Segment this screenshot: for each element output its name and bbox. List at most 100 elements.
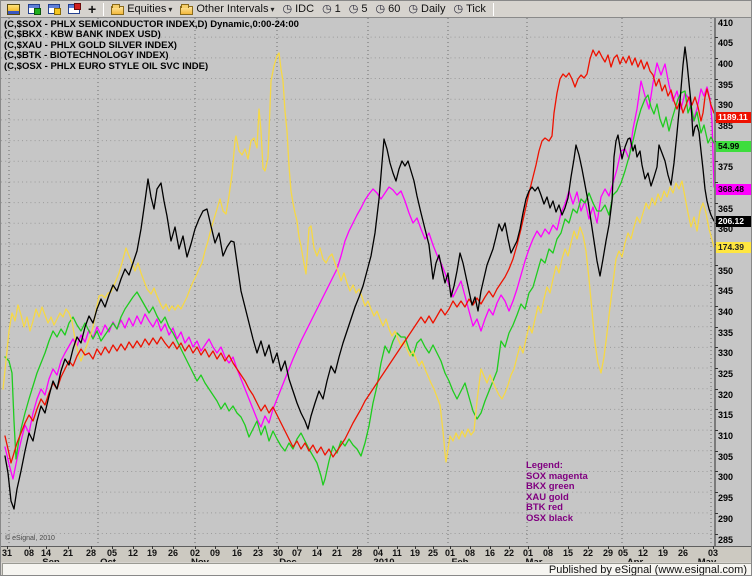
toolbar-button-interval-daily[interactable]: ◷ Daily (404, 2, 449, 17)
toolbar-button-other-intervals[interactable]: Other Intervals ▾ (176, 2, 278, 17)
time-axis-label: 22 (503, 548, 515, 558)
toolbar-button-interval-60[interactable]: ◷ 60 (372, 2, 405, 17)
time-axis-label: 25 (427, 548, 439, 558)
time-axis-tick (378, 546, 379, 549)
plot-background (1, 18, 715, 546)
time-axis-label: 04 (372, 548, 384, 558)
toolbar-label: IDC (295, 3, 315, 15)
price-axis-label: 290 (718, 513, 734, 524)
time-axis-label: 15 (562, 548, 574, 558)
chevron-down-icon: ▾ (270, 4, 275, 14)
legend-item: BKX green (526, 481, 575, 493)
toolbar-button-interval-tick[interactable]: ◷ Tick (449, 2, 489, 17)
time-axis-label: 01 (522, 548, 534, 558)
time-axis-tick (7, 546, 8, 549)
price-axis-label: 330 (718, 348, 734, 359)
time-axis-tick (643, 546, 644, 549)
time-axis-tick (568, 546, 569, 549)
symbol-row[interactable]: (C,$XAU - PHLX GOLD SILVER INDEX) (4, 39, 177, 51)
time-axis-tick (490, 546, 491, 549)
time-axis-tick (195, 546, 196, 549)
last-price-badge-sox: 368.48 (716, 184, 751, 195)
time-axis-tick (683, 546, 684, 549)
price-axis-tick (715, 264, 718, 266)
plot-area[interactable] (1, 1, 715, 546)
time-axis-tick (397, 546, 398, 549)
price-axis-label: 310 (718, 431, 734, 442)
time-axis-label: 05 (617, 548, 629, 558)
price-axis-tick (715, 347, 718, 349)
time-axis-label: 14 (311, 548, 323, 558)
time-axis-label: 29 (602, 548, 614, 558)
toolbar-button-equities[interactable]: Equities ▾ (107, 2, 176, 17)
price-axis-tick (715, 471, 718, 473)
toolbar-label: Equities (127, 3, 167, 15)
toolbar-separator (103, 2, 105, 16)
time-axis-tick (46, 546, 47, 549)
time-axis-tick (297, 546, 298, 549)
symbol-row[interactable]: (C,$OSX - PHLX EURO STYLE OIL SVC INDE) (4, 60, 209, 72)
symbol-row[interactable]: (C,$BKX - KBW BANK INDEX USD) (4, 29, 161, 41)
price-axis-tick (715, 285, 718, 287)
time-axis-tick (133, 546, 134, 549)
time-axis-tick (258, 546, 259, 549)
toolbar-button-interval-idc[interactable]: ◷ IDC (279, 2, 319, 17)
time-axis-label: 02 (189, 548, 201, 558)
time-axis-tick (91, 546, 92, 549)
time-axis-label: 08 (464, 548, 476, 558)
price-axis-tick (715, 306, 718, 308)
toolbar: + Equities ▾ Other Intervals ▾ ◷ IDC ◷ 1 ◷ 5 ◷ 60 ◷ Da… (1, 1, 751, 18)
price-axis-tick (715, 202, 718, 204)
price-axis-panel[interactable] (715, 18, 751, 546)
window-props-icon (68, 3, 81, 14)
toolbar-button-new-chart[interactable] (24, 2, 44, 17)
time-axis-tick (588, 546, 589, 549)
toolbar-button-link[interactable] (3, 2, 24, 17)
price-axis-label: 295 (718, 493, 734, 504)
clock-icon: ◷ (453, 2, 464, 15)
time-axis-tick (29, 546, 30, 549)
time-axis-label: 16 (484, 548, 496, 558)
last-price-badge-bkx: 54.99 (716, 141, 751, 152)
status-text: Published by eSignal (www.esignal.com) (2, 563, 751, 575)
price-axis-label: 345 (718, 286, 734, 297)
plus-icon: + (88, 0, 97, 17)
toolbar-button-interval-5[interactable]: ◷ 5 (345, 2, 372, 17)
time-axis-tick (152, 546, 153, 549)
price-axis-tick (715, 326, 718, 328)
time-axis-label: 19 (146, 548, 158, 558)
time-axis-tick (548, 546, 549, 549)
time-axis-tick (317, 546, 318, 549)
price-axis-tick (715, 388, 718, 390)
time-axis-label: 05 (106, 548, 118, 558)
symbol-row[interactable]: (C,$SOX - PHLX SEMICONDUCTOR INDEX,D) Dy… (4, 19, 299, 30)
price-axis-tick (715, 430, 718, 432)
price-axis-label: 390 (718, 100, 734, 111)
price-axis-label: 325 (718, 369, 734, 380)
symbol-list: (C,$SOX - PHLX SEMICONDUCTOR INDEX,D) Dy… (4, 19, 299, 72)
price-axis-label: 395 (718, 79, 734, 90)
symbol-row[interactable]: (C,$BTK - BIOTECHNOLOGY INDEX) (4, 50, 169, 62)
series-line-sox (4, 62, 715, 480)
clock-icon: ◷ (348, 2, 359, 15)
toolbar-button-add-symbol[interactable]: + (84, 2, 100, 17)
time-axis-tick (357, 546, 358, 549)
time-axis-label: 03 (707, 548, 719, 558)
toolbar-button-interval-1[interactable]: ◷ 1 (318, 2, 345, 17)
price-axis-tick (715, 368, 718, 370)
time-axis-label: 31 (1, 548, 13, 558)
time-axis-tick (237, 546, 238, 549)
legend-item: BTK red (526, 502, 563, 514)
price-axis-label: 375 (718, 162, 734, 173)
legend-item: SOX magenta (526, 470, 588, 482)
price-axis-tick (715, 37, 718, 39)
toolbar-button-chart-properties[interactable] (64, 2, 84, 17)
time-axis-tick (337, 546, 338, 549)
price-axis-label: 400 (718, 58, 734, 69)
toolbar-button-duplicate-chart[interactable] (44, 2, 64, 17)
link-icon (7, 3, 20, 15)
clock-icon: ◷ (408, 2, 418, 15)
price-axis-label: 320 (718, 389, 734, 400)
time-axis-label: 23 (252, 548, 264, 558)
